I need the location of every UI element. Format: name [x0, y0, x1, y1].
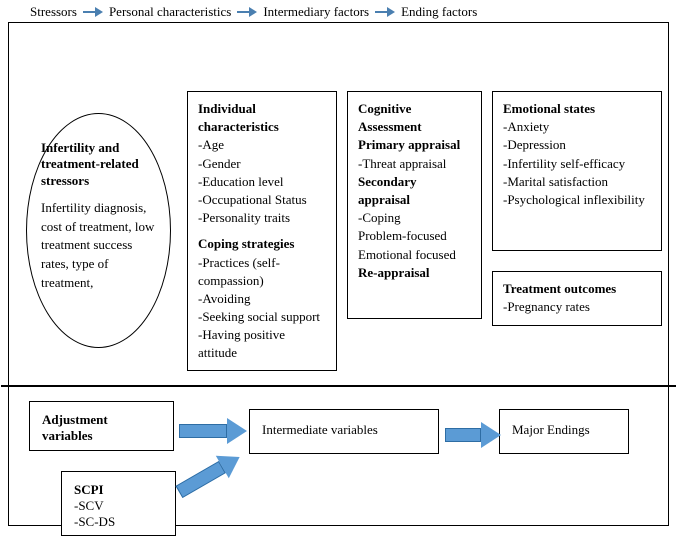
list-item: -SC-DS [74, 514, 163, 530]
list-item: Emotional focused [358, 246, 471, 264]
list-item: -Infertility self-efficacy [503, 155, 651, 173]
box-title: Major Endings [512, 422, 590, 437]
diagram-frame: Infertility and treatment-related stress… [8, 22, 669, 526]
box-title: Emotional states [503, 100, 651, 118]
subheading: Re-appraisal [358, 264, 471, 282]
list-item: -Education level [198, 173, 326, 191]
box-title: Intermediate variables [262, 422, 378, 437]
treatment-outcomes-box: Treatment outcomes -Pregnancy rates [492, 271, 662, 326]
list-item: -Psychological inflexibility [503, 191, 651, 209]
arrow-icon [445, 422, 501, 448]
list-item: -Depression [503, 136, 651, 154]
list-item: -Age [198, 136, 326, 154]
list-item: -Having positive attitude [198, 326, 326, 362]
box-title: Treatment outcomes [503, 280, 651, 298]
legend-row: Stressors Personal characteristics Inter… [30, 4, 477, 20]
scpi-box: SCPI -SCV -SC-DS [61, 471, 176, 536]
list-item: -Coping [358, 209, 471, 227]
individual-characteristics-box: Individual characteristics -Age -Gender … [187, 91, 337, 371]
list-item: -Occupational Status [198, 191, 326, 209]
stressors-ellipse: Infertility and treatment-related stress… [26, 113, 171, 348]
box-title: Adjustment variables [42, 412, 108, 443]
list-item: -Threat appraisal [358, 155, 471, 173]
subheading: Secondary appraisal [358, 173, 471, 209]
ellipse-body: Infertility diagnosis, cost of treatment… [41, 199, 156, 293]
list-item: -Avoiding [198, 290, 326, 308]
list-item: -Gender [198, 155, 326, 173]
list-item: -Pregnancy rates [503, 298, 651, 316]
list-item: Problem-focused [358, 227, 471, 245]
adjustment-variables-box: Adjustment variables [29, 401, 174, 451]
legend-item: Personal characteristics [109, 4, 231, 20]
box-title: SCPI [74, 482, 104, 497]
major-endings-box: Major Endings [499, 409, 629, 454]
box-title: Coping strategies [198, 235, 326, 253]
box-title: Individual characteristics [198, 100, 326, 136]
emotional-states-box: Emotional states -Anxiety -Depression -I… [492, 91, 662, 251]
list-item: -Practices (self-compassion) [198, 254, 326, 290]
arrow-icon [83, 7, 103, 17]
arrow-icon [173, 446, 247, 504]
legend-item: Intermediary factors [263, 4, 369, 20]
legend-item: Ending factors [401, 4, 477, 20]
cognitive-assessment-box: Cognitive Assessment Primary appraisal -… [347, 91, 482, 319]
intermediate-variables-box: Intermediate variables [249, 409, 439, 454]
list-item: -Personality traits [198, 209, 326, 227]
list-item: -Anxiety [503, 118, 651, 136]
arrow-icon [375, 7, 395, 17]
divider-line [1, 385, 676, 387]
arrow-icon [179, 418, 247, 444]
subheading: Primary appraisal [358, 136, 471, 154]
list-item: -SCV [74, 498, 163, 514]
legend-item: Stressors [30, 4, 77, 20]
ellipse-title: Infertility and treatment-related stress… [41, 140, 156, 189]
arrow-icon [237, 7, 257, 17]
list-item: -Seeking social support [198, 308, 326, 326]
box-title: Cognitive Assessment [358, 100, 471, 136]
list-item: -Marital satisfaction [503, 173, 651, 191]
